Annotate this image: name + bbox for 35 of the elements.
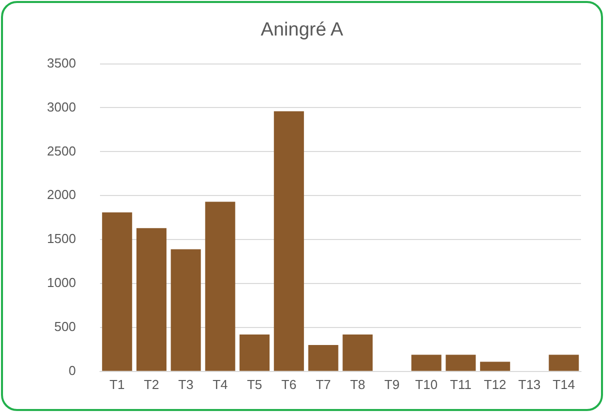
y-tick-label: 3500 xyxy=(47,55,76,70)
y-tick-label: 0 xyxy=(68,362,76,378)
bar xyxy=(548,354,579,371)
bar xyxy=(342,334,373,371)
x-tick-label: T4 xyxy=(212,376,228,392)
x-tick-label: T14 xyxy=(552,376,576,392)
bar xyxy=(480,362,510,371)
bar xyxy=(205,202,236,371)
x-tick-label: T7 xyxy=(316,376,331,392)
x-tick-label: T12 xyxy=(484,376,506,392)
y-tick-label: 3000 xyxy=(47,99,76,114)
y-tick-label: 2000 xyxy=(47,187,76,202)
x-tick-label: T3 xyxy=(178,376,194,392)
y-tick-label: 500 xyxy=(54,319,76,334)
bar xyxy=(102,212,132,371)
y-tick-label: 1500 xyxy=(47,231,76,246)
bar xyxy=(274,111,304,371)
x-tick-label: T8 xyxy=(350,376,366,392)
chart-title: Aningré A xyxy=(260,20,344,41)
x-tick-label: T13 xyxy=(518,376,541,392)
bar xyxy=(446,354,476,371)
x-tick-label: T9 xyxy=(384,376,400,392)
bar xyxy=(136,228,166,371)
x-tick-label: T5 xyxy=(246,376,262,392)
bar xyxy=(240,334,270,371)
bar xyxy=(411,354,442,371)
x-tick-label: T2 xyxy=(144,376,160,392)
x-tick-label: T10 xyxy=(415,376,438,392)
bar xyxy=(170,249,201,371)
x-tick-label: T6 xyxy=(281,376,296,392)
y-tick-label: 1000 xyxy=(47,275,76,290)
x-tick-label: T11 xyxy=(450,376,472,392)
x-tick-label: T1 xyxy=(110,376,125,392)
y-tick-label: 2500 xyxy=(47,143,76,158)
bar xyxy=(308,345,338,371)
